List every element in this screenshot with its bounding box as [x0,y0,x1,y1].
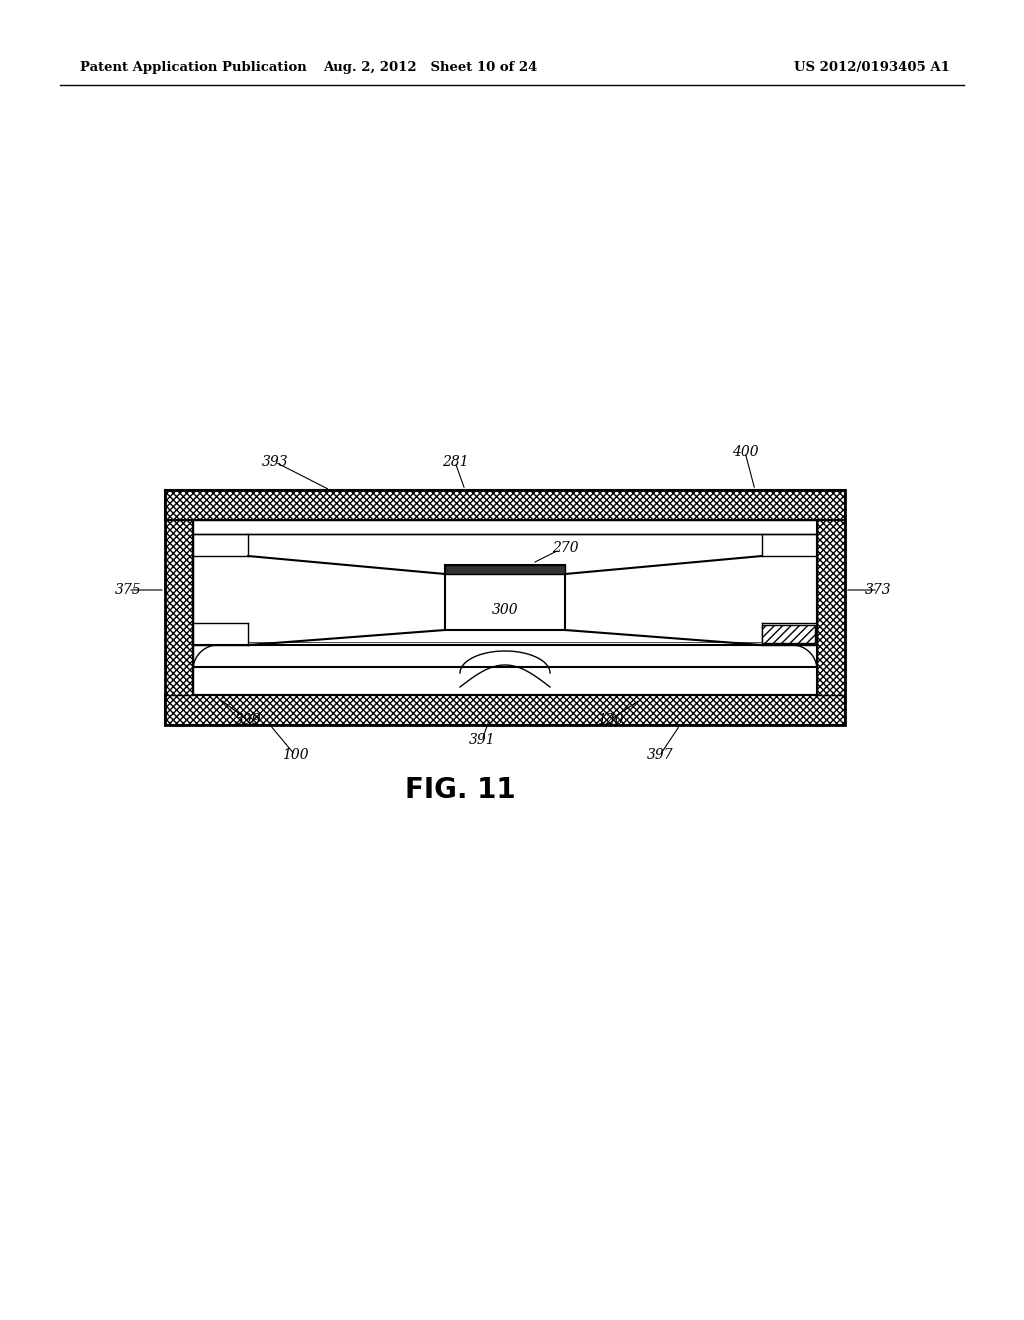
Text: Patent Application Publication: Patent Application Publication [80,62,307,74]
Bar [193,520,817,535]
Text: 270: 270 [552,541,579,554]
Bar [445,565,565,630]
Bar [165,490,845,520]
Bar [193,520,817,696]
Bar [165,520,193,696]
Text: 400: 400 [732,445,759,459]
Bar [165,490,845,725]
Text: 397: 397 [647,748,674,762]
Text: Aug. 2, 2012   Sheet 10 of 24: Aug. 2, 2012 Sheet 10 of 24 [323,62,538,74]
Text: 399: 399 [234,713,261,727]
Bar [762,624,815,643]
Text: 393: 393 [262,455,289,469]
Bar [445,565,565,574]
Bar [193,520,817,696]
Text: 120: 120 [597,713,624,727]
Text: US 2012/0193405 A1: US 2012/0193405 A1 [795,62,950,74]
Bar [817,520,845,696]
Text: 375: 375 [115,583,141,597]
Bar [165,696,845,725]
Text: 391: 391 [469,733,496,747]
Text: 100: 100 [282,748,308,762]
Text: FIG. 11: FIG. 11 [404,776,515,804]
Text: 281: 281 [441,455,468,469]
Text: 373: 373 [864,583,891,597]
Text: 300: 300 [492,602,518,616]
